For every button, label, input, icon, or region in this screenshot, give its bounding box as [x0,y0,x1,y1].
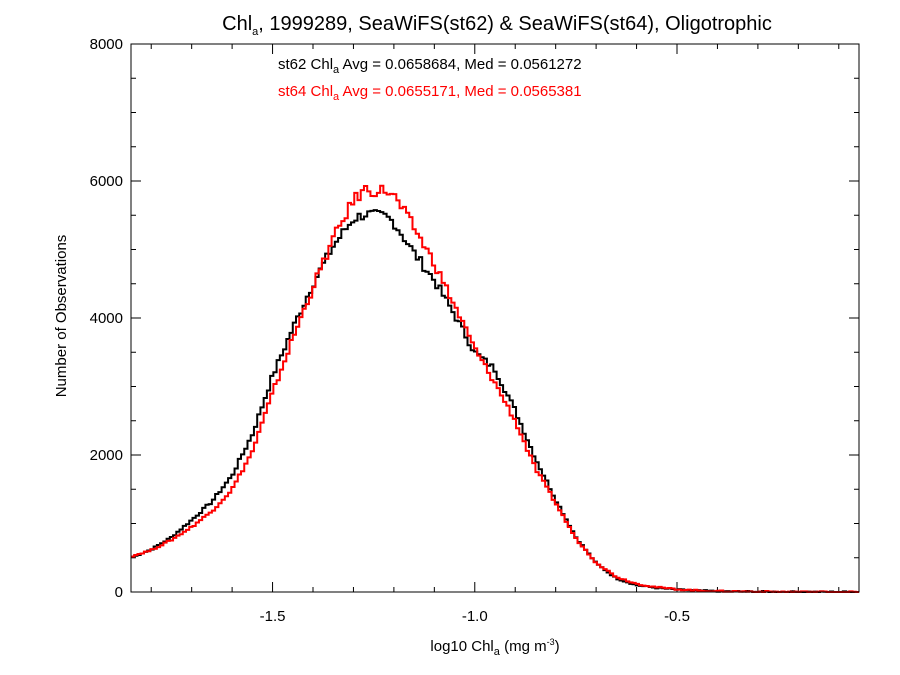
title-part1: Chl [222,13,252,35]
stat-st64-post: Avg = 0.0655171, Med = 0.0565381 [339,83,581,100]
y-tick-label: 4000 [90,310,123,327]
x-tick-label: -0.5 [664,608,690,625]
title-part2: , 1999289, SeaWiFS(st62) & SeaWiFS(st64)… [258,13,772,35]
stat-st64: st64 Chla Avg = 0.0655171, Med = 0.05653… [278,83,582,103]
plot-frame [130,43,860,593]
x-axis-label: log10 Chla (mg m-3) [430,637,559,658]
y-tick-label: 2000 [90,447,123,464]
stat-st62-post: Avg = 0.0658684, Med = 0.0561272 [339,56,581,73]
title-sub: a [252,26,259,38]
x-tick-label: -1.5 [260,608,286,625]
xlabel-pre: log10 Chl [430,638,493,655]
stat-st62-pre: st62 Chl [278,56,333,73]
xlabel-sub: a [494,646,501,658]
y-tick-label: 0 [115,584,123,601]
x-tick-label: -1.0 [462,608,488,625]
xlabel-post: ) [555,638,560,655]
y-tick-label: 8000 [90,36,123,53]
stat-st62: st62 Chla Avg = 0.0658684, Med = 0.05612… [278,56,582,76]
stat-st64-pre: st64 Chl [278,83,333,100]
stat-st64-sub: a [333,91,340,103]
xlabel-sup: -3 [547,637,555,647]
y-tick-label: 6000 [90,173,123,190]
chart-title: Chla, 1999289, SeaWiFS(st62) & SeaWiFS(s… [222,13,772,38]
stat-st62-sub: a [333,64,340,76]
xlabel-mid: (mg m [500,638,547,655]
y-axis-label: Number of Observations [53,235,70,398]
